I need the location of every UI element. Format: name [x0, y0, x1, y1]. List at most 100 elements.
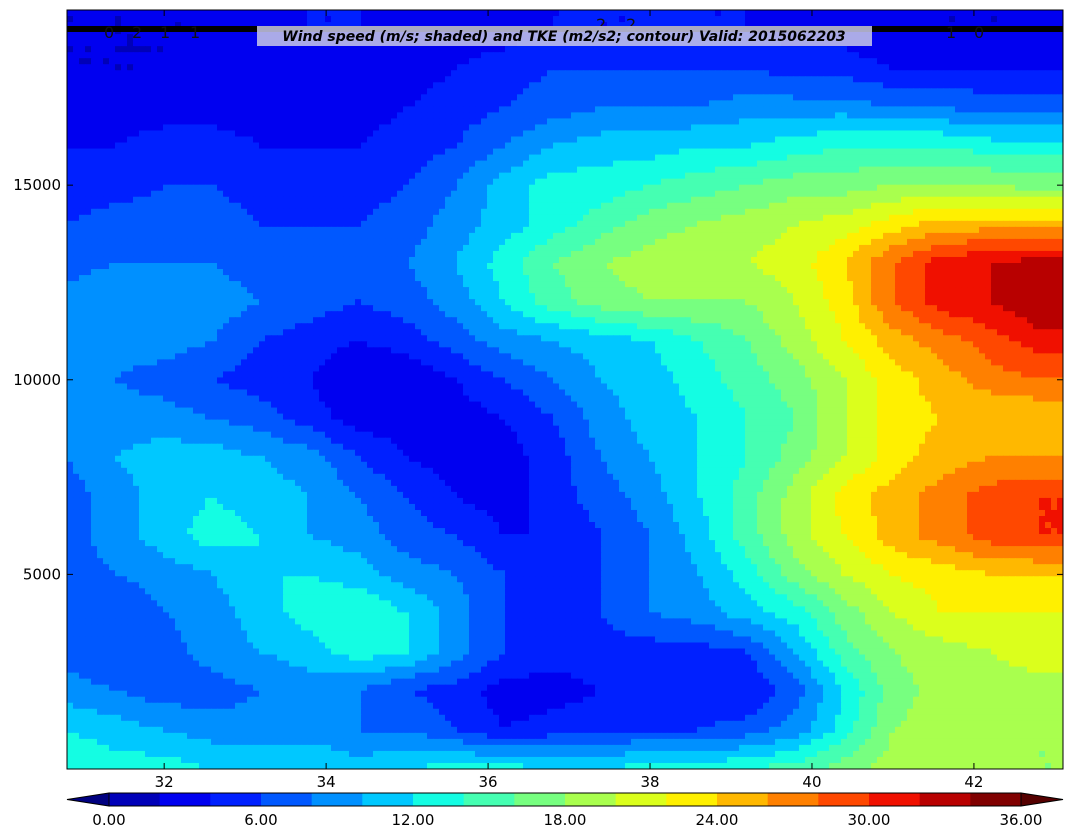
field-cell [589, 100, 596, 107]
field-cell [595, 179, 602, 186]
field-cell [721, 52, 728, 59]
field-cell [535, 94, 542, 101]
field-cell [541, 161, 548, 168]
field-cell [895, 88, 902, 95]
field-cell [181, 58, 188, 65]
field-cell [649, 167, 656, 174]
field-cell [727, 149, 734, 156]
field-cell [361, 16, 368, 23]
field-cell [607, 82, 614, 89]
field-cell [607, 112, 614, 119]
field-cell [511, 118, 518, 125]
field-cell [457, 46, 464, 53]
field-cell [841, 76, 848, 83]
field-cell [769, 155, 776, 162]
field-cell [883, 149, 890, 156]
field-cell [469, 88, 476, 95]
field-cell [667, 100, 674, 107]
field-cell [163, 179, 170, 186]
field-cell [691, 143, 698, 150]
field-cell [961, 94, 968, 101]
field-cell [751, 82, 758, 89]
field-cell [463, 143, 470, 150]
field-cell [997, 137, 1004, 144]
field-cell [343, 149, 350, 156]
field-cell [1051, 94, 1058, 101]
field-cell [709, 155, 716, 162]
field-cell [127, 167, 134, 174]
field-cell [745, 70, 752, 77]
field-cell [295, 149, 302, 156]
field-cell [103, 161, 110, 168]
field-cell [265, 76, 272, 83]
field-cell [649, 112, 656, 119]
field-cell [517, 155, 524, 162]
field-cell [979, 167, 986, 174]
field-cell [301, 64, 308, 71]
field-cell [97, 100, 104, 107]
field-cell [937, 100, 944, 107]
field-cell [913, 88, 920, 95]
field-cell [667, 52, 674, 59]
field-cell [967, 130, 974, 137]
field-cell [967, 143, 974, 150]
field-cell [619, 179, 626, 186]
field-cell [301, 179, 308, 186]
field-cell [103, 167, 110, 174]
field-cell [667, 46, 674, 53]
field-cell [811, 70, 818, 77]
field-cell [493, 58, 500, 65]
field-cell [169, 167, 176, 174]
field-cell [691, 76, 698, 83]
field-cell [823, 130, 830, 137]
field-cell [409, 185, 416, 192]
field-cell [691, 10, 698, 17]
field-cell [223, 112, 230, 119]
field-cell [997, 155, 1004, 162]
field-cell [679, 112, 686, 119]
field-cell [757, 76, 764, 83]
field-cell [265, 118, 272, 125]
field-cell [673, 173, 680, 180]
field-cell [625, 124, 632, 131]
field-cell [769, 118, 776, 125]
field-cell [343, 130, 350, 137]
field-cell [337, 167, 344, 174]
field-cell [445, 88, 452, 95]
field-cell [547, 137, 554, 144]
field-cell [877, 16, 884, 23]
field-cell [193, 137, 200, 144]
field-cell [121, 40, 128, 47]
field-cell [829, 58, 836, 65]
field-cell [919, 137, 926, 144]
field-cell [727, 64, 734, 71]
field-cell [187, 46, 194, 53]
field-cell [1051, 34, 1058, 41]
field-cell [865, 58, 872, 65]
field-cell [433, 143, 440, 150]
field-cell [991, 46, 998, 53]
field-cell [325, 161, 332, 168]
field-cell [133, 16, 140, 23]
field-cell [769, 130, 776, 137]
field-cell [313, 16, 320, 23]
field-cell [997, 112, 1004, 119]
field-cell [667, 143, 674, 150]
field-cell [631, 100, 638, 107]
field-cell [235, 34, 242, 41]
field-cell [433, 118, 440, 125]
field-cell [691, 82, 698, 89]
field-cell [181, 185, 188, 192]
field-cell [1051, 70, 1058, 77]
field-cell [1033, 112, 1040, 119]
field-cell [103, 100, 110, 107]
field-cell [97, 124, 104, 131]
field-cell [967, 64, 974, 71]
field-cell [505, 46, 512, 53]
field-cell [541, 100, 548, 107]
field-cell [973, 82, 980, 89]
field-cell [1033, 185, 1040, 192]
field-cell [481, 130, 488, 137]
field-cell [325, 88, 332, 95]
field-cell [733, 137, 740, 144]
